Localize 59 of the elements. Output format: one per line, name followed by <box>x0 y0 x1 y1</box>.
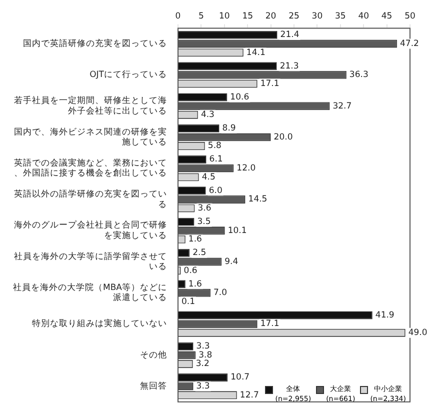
x-tick-label: 20 <box>265 11 276 22</box>
x-tick-label: 40 <box>358 11 370 22</box>
y-tick-label: 社員を海外の大学等に語学留学させている <box>14 250 167 272</box>
text: 32.7 <box>332 101 352 112</box>
text: 3.8 <box>198 350 212 360</box>
x-tick-label: 35 <box>334 11 346 22</box>
x-tick-label: 50 <box>404 11 416 22</box>
text: 3.3 <box>196 382 210 392</box>
text: 4.5 <box>202 172 216 182</box>
text: 3.6 <box>198 204 212 214</box>
text: 3.3 <box>196 342 210 352</box>
text: 14.1 <box>246 48 266 58</box>
text: 49.0 <box>408 328 428 338</box>
y-tick-label: その他 <box>140 349 167 360</box>
text: 14.5 <box>248 194 268 205</box>
text: 12.0 <box>236 164 256 174</box>
text: 9.4 <box>224 256 238 267</box>
text: 6.1 <box>209 154 223 165</box>
y-tick-label: 社員を海外の大学院（MBA等）などに派遣している <box>13 282 167 304</box>
x-tick-label: 25 <box>288 11 300 22</box>
y-tick-label: 英語での会議実施など、業務において、外国語に接する機会を創出している <box>14 157 167 179</box>
x-tick-label: 0 <box>175 11 181 22</box>
text: 6.0 <box>208 186 222 196</box>
text: 0.1 <box>181 296 195 307</box>
text: 2.5 <box>192 248 206 258</box>
text: 17.1 <box>260 78 280 89</box>
text: 21.3 <box>280 61 299 72</box>
x-tick-label: 15 <box>242 11 254 22</box>
y-tick-label: OJTにて行っている <box>90 69 167 80</box>
y-tick-label: 若手社員を一定期間、研修生として海外子会社等に出している <box>14 95 167 116</box>
text: 1.6 <box>188 279 202 290</box>
text: 36.3 <box>349 70 368 80</box>
text: 20.0 <box>274 132 293 142</box>
text: 10.6 <box>230 92 250 102</box>
text: 41.9 <box>375 310 394 320</box>
text: 3.5 <box>197 217 211 227</box>
text: 21.4 <box>280 30 300 40</box>
text: 1.6 <box>188 234 202 245</box>
text: 12.7 <box>240 390 259 400</box>
text: 4.3 <box>200 110 214 120</box>
x-tick-label: 10 <box>218 11 230 22</box>
text: 8.9 <box>222 124 236 134</box>
y-tick-label: 国内で、海外ビジネス関連の研修を実施している <box>14 126 167 148</box>
y-tick-label: 特別な取り組みは実施していない <box>32 318 167 330</box>
y-tick-label: 無回答 <box>140 380 167 392</box>
text: 7.0 <box>213 288 228 298</box>
x-tick-label: 45 <box>381 11 392 22</box>
text: 10.7 <box>230 372 250 383</box>
x-tick-label: 30 <box>312 11 323 22</box>
y-tick-label: 海外のグループ会社社員と合同で研修を実施している <box>14 220 167 241</box>
text: 0.6 <box>184 266 198 276</box>
text: 3.2 <box>196 359 210 370</box>
text: 10.1 <box>228 226 247 236</box>
text: 5.8 <box>208 141 222 152</box>
x-tick-label: 5 <box>198 11 204 22</box>
y-tick-label: 英語以外の語学研修の充実を図っている <box>14 188 167 210</box>
text: 17.1 <box>260 319 280 330</box>
y-tick-label: 国内で英語研修の充実を図っている <box>23 38 167 49</box>
text: 47.2 <box>400 38 419 49</box>
